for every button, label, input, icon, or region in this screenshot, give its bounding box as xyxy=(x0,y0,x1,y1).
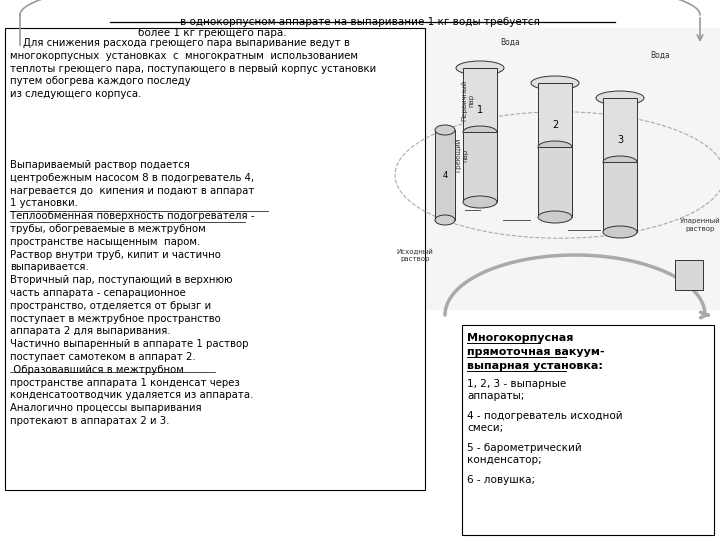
Text: 3: 3 xyxy=(617,135,623,145)
Text: Первичный
пар: Первичный пар xyxy=(462,79,474,120)
Ellipse shape xyxy=(435,125,455,135)
Ellipse shape xyxy=(538,211,572,223)
Text: Греющий
пар: Греющий пар xyxy=(455,138,469,172)
FancyBboxPatch shape xyxy=(435,130,455,220)
Ellipse shape xyxy=(435,215,455,225)
Ellipse shape xyxy=(596,91,644,105)
FancyBboxPatch shape xyxy=(378,28,720,310)
Text: более 1 кг греющего пара.: более 1 кг греющего пара. xyxy=(138,28,287,38)
FancyBboxPatch shape xyxy=(462,325,714,535)
Ellipse shape xyxy=(603,226,637,238)
Text: 1: 1 xyxy=(477,105,483,115)
Ellipse shape xyxy=(538,141,572,153)
Text: Вода: Вода xyxy=(650,51,670,59)
FancyBboxPatch shape xyxy=(538,83,572,147)
Text: прямоточная вакуум-: прямоточная вакуум- xyxy=(467,347,605,357)
Ellipse shape xyxy=(531,76,579,90)
Text: Для снижения расхода греющего пара выпаривание ведут в
многокорпусных  установка: Для снижения расхода греющего пара выпар… xyxy=(10,38,376,99)
Text: 5 - барометрический
конденсатор;: 5 - барометрический конденсатор; xyxy=(467,443,582,465)
FancyBboxPatch shape xyxy=(463,68,497,132)
Text: Выпариваемый раствор подается
центробежным насосом 8 в подогреватель 4,
нагревае: Выпариваемый раствор подается центробежн… xyxy=(10,160,254,426)
Ellipse shape xyxy=(463,126,497,138)
Text: выпарная установка:: выпарная установка: xyxy=(467,361,603,371)
Text: 6 - ловушка;: 6 - ловушка; xyxy=(467,475,535,485)
FancyBboxPatch shape xyxy=(603,162,637,232)
FancyBboxPatch shape xyxy=(463,132,497,202)
Text: Многокорпусная: Многокорпусная xyxy=(467,333,573,343)
Text: 4 - подогреватель исходной
смеси;: 4 - подогреватель исходной смеси; xyxy=(467,411,623,434)
Text: Упаренный
раствор: Упаренный раствор xyxy=(680,218,720,232)
Text: Вода: Вода xyxy=(500,37,520,46)
Text: 4: 4 xyxy=(442,171,448,179)
FancyBboxPatch shape xyxy=(603,98,637,162)
Ellipse shape xyxy=(603,156,637,168)
Ellipse shape xyxy=(456,61,504,75)
Text: в однокорпусном аппарате на выпаривание 1 кг воды требуется: в однокорпусном аппарате на выпаривание … xyxy=(180,17,540,27)
FancyBboxPatch shape xyxy=(538,147,572,217)
Text: 1, 2, 3 - выпарные
аппараты;: 1, 2, 3 - выпарные аппараты; xyxy=(467,379,566,401)
Text: Исходный
раствор: Исходный раствор xyxy=(397,248,433,262)
Ellipse shape xyxy=(463,196,497,208)
FancyBboxPatch shape xyxy=(675,260,703,290)
Text: 2: 2 xyxy=(552,120,558,130)
FancyBboxPatch shape xyxy=(5,28,425,490)
